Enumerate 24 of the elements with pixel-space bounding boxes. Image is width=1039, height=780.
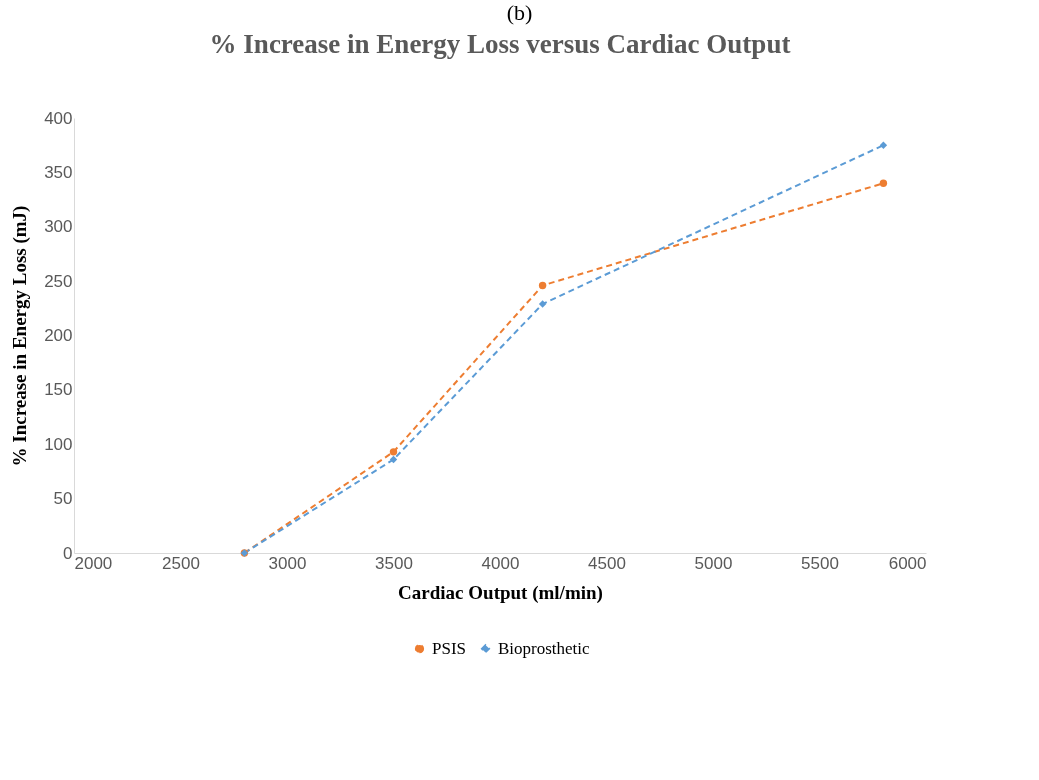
y-tick-label: 50 <box>53 489 73 509</box>
x-tick-label: 2500 <box>162 553 200 573</box>
y-axis-title: % Increase in Energy Loss (mJ) <box>9 205 32 467</box>
legend-label: PSIS <box>432 638 467 658</box>
x-tick-label: 4000 <box>481 553 520 573</box>
legend-label: Bioprosthetic <box>498 638 591 658</box>
y-tick-label: 250 <box>44 271 73 291</box>
y-tick-label: 0 <box>63 543 73 563</box>
x-tick-label: 3500 <box>375 553 413 573</box>
x-tick-label: 5000 <box>694 553 733 573</box>
x-tick-label: 6000 <box>888 553 927 573</box>
y-tick-label: 150 <box>44 380 73 400</box>
x-axis-title: Cardiac Output (ml/min) <box>398 581 603 604</box>
y-tick-label: 100 <box>44 434 73 454</box>
x-tick-label: 3000 <box>268 553 307 573</box>
x-tick-label: 4500 <box>588 553 626 573</box>
x-tick-label: 5500 <box>801 553 839 573</box>
x-tick-label: 2000 <box>74 553 113 573</box>
chart-title: % Increase in Energy Loss versus Cardiac Output <box>209 29 791 59</box>
y-tick-label: 200 <box>44 326 73 345</box>
text: (b) <box>505 0 534 26</box>
y-tick-label: 350 <box>44 162 73 182</box>
y-tick-label: 300 <box>44 217 73 237</box>
y-tick-label: 400 <box>44 108 73 128</box>
